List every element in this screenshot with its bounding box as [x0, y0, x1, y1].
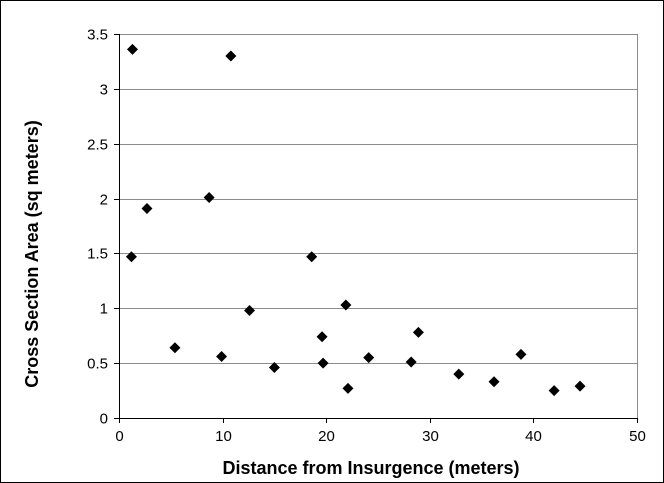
- data-point: [225, 50, 237, 62]
- data-point: [203, 191, 215, 203]
- data-points: [125, 43, 586, 397]
- x-axis-title: Distance from Insurgence (meters): [222, 458, 519, 478]
- data-point: [268, 362, 280, 374]
- data-point: [216, 351, 228, 363]
- data-point: [316, 331, 328, 343]
- axes: [114, 34, 638, 423]
- y-tick-label: 2: [100, 192, 108, 209]
- data-point: [515, 348, 527, 360]
- data-point: [125, 251, 137, 263]
- x-tick-label: 50: [629, 428, 646, 445]
- data-point: [126, 43, 138, 55]
- data-point: [169, 342, 181, 354]
- x-tick-label: 20: [318, 428, 335, 445]
- x-tick-label: 40: [525, 428, 542, 445]
- y-tick-label: 1.5: [87, 246, 108, 263]
- data-point: [306, 251, 318, 263]
- data-point: [453, 368, 465, 380]
- y-tick-label: 3.5: [87, 27, 108, 44]
- gridlines: [119, 34, 637, 364]
- data-point: [340, 299, 352, 311]
- data-point: [141, 202, 153, 214]
- y-axis-title: Cross Section Area (sq meters): [22, 120, 42, 387]
- data-point: [342, 382, 354, 394]
- data-point: [548, 385, 560, 397]
- data-point: [317, 357, 329, 369]
- y-tick-label: 3: [100, 82, 108, 99]
- y-tick-label: 2.5: [87, 137, 108, 154]
- tick-labels: 0 0.5 1 1.5 2 2.5 3 3.5 0 10 20 30 40 50: [87, 27, 646, 446]
- data-point: [244, 304, 256, 316]
- data-point: [405, 356, 417, 368]
- x-tick-label: 30: [422, 428, 439, 445]
- data-point: [488, 376, 500, 388]
- data-point: [574, 380, 586, 392]
- data-point: [363, 352, 375, 364]
- data-point: [412, 326, 424, 338]
- x-tick-label: 0: [115, 428, 123, 445]
- y-tick-label: 0: [100, 411, 108, 428]
- y-tick-label: 1: [100, 301, 108, 318]
- x-tick-label: 10: [215, 428, 232, 445]
- y-tick-label: 0.5: [87, 356, 108, 373]
